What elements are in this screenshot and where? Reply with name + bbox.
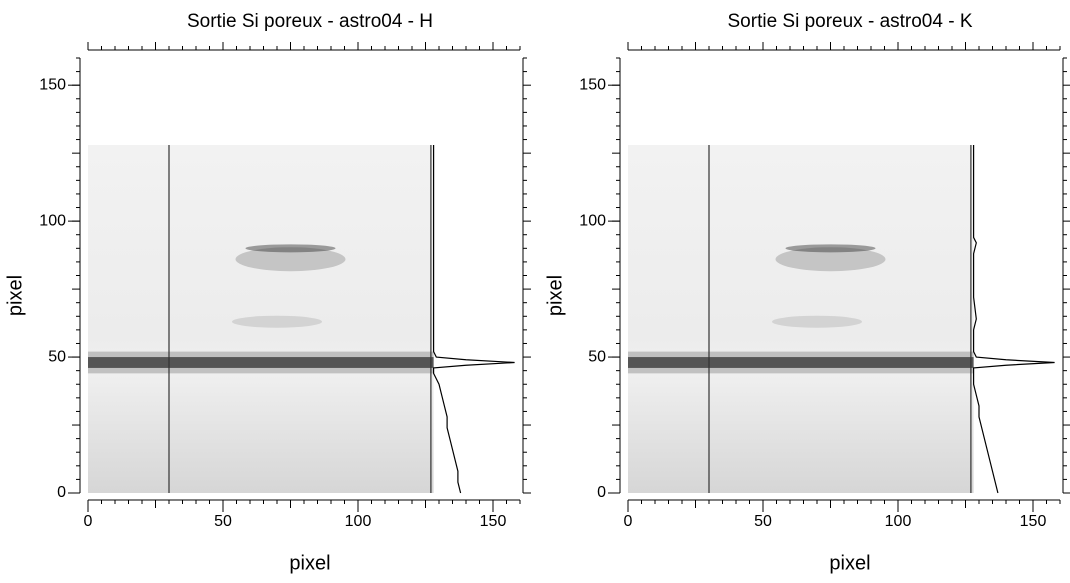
x-tick-label: 100 (345, 513, 372, 530)
image-feature (235, 247, 346, 272)
profile-line (973, 145, 1055, 494)
image-feature (628, 357, 974, 368)
profile-line (433, 145, 515, 494)
panel: Sortie Si poreux - astro04 - K pixel pixel… (544, 11, 1070, 574)
image-feature (88, 357, 434, 368)
x-tick-label: 150 (480, 513, 507, 530)
y-tick-label: 100 (579, 212, 606, 229)
image-feature (772, 315, 862, 328)
chart-title: Sortie Si poreux - astro04 - K (728, 11, 973, 32)
x-tick-label: 50 (214, 513, 232, 530)
image-feature (785, 244, 876, 253)
y-tick-label: 0 (57, 484, 66, 501)
y-tick-label: 0 (597, 484, 606, 501)
image-feature (88, 351, 434, 374)
image (628, 145, 974, 493)
image-feature (628, 351, 974, 374)
image-feature (245, 244, 336, 253)
panel: Sortie Si poreux - astro04 - H pixel pixel… (4, 11, 531, 574)
y-tick-label: 150 (39, 76, 66, 93)
y-axis-label: pixel (544, 275, 566, 316)
image (88, 145, 434, 493)
x-tick-label: 50 (754, 513, 772, 530)
y-tick-label: 150 (579, 76, 606, 93)
image-feature (775, 247, 886, 272)
x-tick-label: 150 (1020, 513, 1047, 530)
x-axis-label: pixel (289, 552, 330, 574)
x-axis-label: pixel (829, 552, 870, 574)
x-tick-label: 100 (885, 513, 912, 530)
y-tick-label: 50 (588, 348, 606, 365)
y-axis-label: pixel (4, 275, 26, 316)
y-tick-label: 50 (48, 348, 66, 365)
image-feature (232, 315, 322, 328)
chart-title: Sortie Si poreux - astro04 - H (187, 11, 433, 32)
y-tick-label: 100 (39, 212, 66, 229)
x-tick-label: 0 (624, 513, 633, 530)
x-tick-label: 0 (84, 513, 93, 530)
